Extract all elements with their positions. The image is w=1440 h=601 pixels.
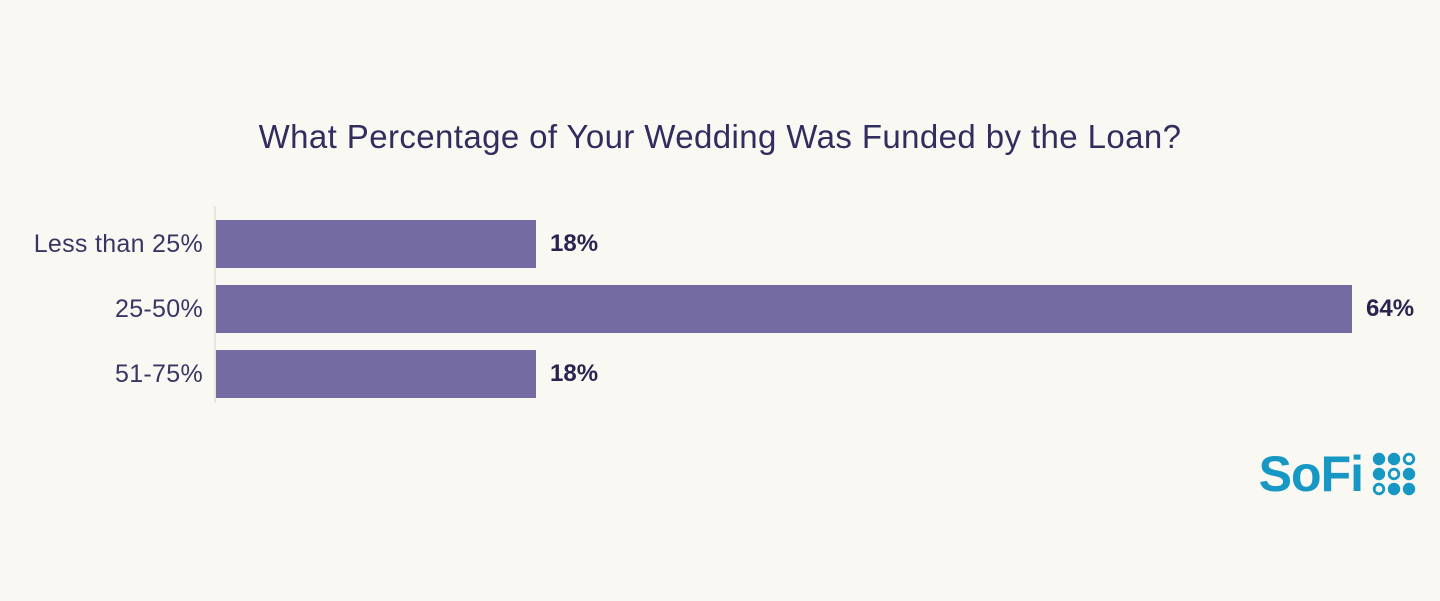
bar-row: 51-75% 18% — [0, 350, 1440, 398]
value-label: 18% — [550, 230, 599, 257]
bar-25-50 — [216, 285, 1352, 333]
chart-title: What Percentage of Your Wedding Was Fund… — [258, 118, 1182, 155]
bar-less-than-25 — [216, 220, 536, 268]
bar-row: 25-50% 64% — [0, 285, 1440, 333]
category-label: 51-75% — [115, 359, 203, 388]
bar-51-75 — [216, 350, 536, 398]
bar-track: 18% — [216, 220, 1440, 268]
value-label: 64% — [1366, 295, 1415, 322]
category-label: Less than 25% — [33, 229, 203, 258]
bar-row: Less than 25% 18% — [0, 220, 1440, 268]
sofi-wordmark: SoFi — [1258, 446, 1364, 502]
value-label: 18% — [550, 360, 599, 387]
bar-track: 64% — [216, 285, 1440, 333]
category-label: 25-50% — [115, 294, 203, 323]
bar-track: 18% — [216, 350, 1440, 398]
bar-chart: Less than 25% 18% 25-50% 64% 51-75% 18% — [0, 220, 1440, 415]
sofi-logo: SoFi — [1258, 446, 1416, 502]
sofi-grid-icon — [1372, 452, 1416, 496]
y-axis-line — [214, 206, 216, 403]
